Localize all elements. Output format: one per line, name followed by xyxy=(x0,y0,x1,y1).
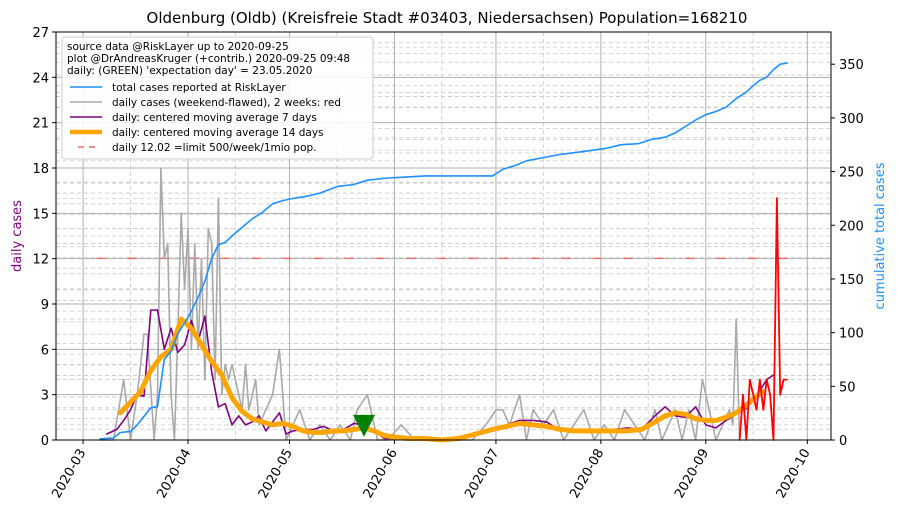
legend-label: daily: centered moving average 14 days xyxy=(112,127,324,139)
grid xyxy=(56,31,831,440)
x-tick-label: 2020-10 xyxy=(774,447,814,502)
plot-frame xyxy=(55,31,832,441)
y-axis-label-right: cumulative total cases xyxy=(873,162,888,309)
y-tick-label-right: 50 xyxy=(839,380,856,395)
legend-info-line: source data @RiskLayer up to 2020-09-25 xyxy=(67,41,289,53)
right-axis: 0 50 100 150 200 250 300 350 xyxy=(831,58,864,449)
y-tick-label-left: 24 xyxy=(32,71,49,86)
y-tick-label-left: 6 xyxy=(41,343,49,358)
y-tick-label-left: 21 xyxy=(32,117,49,132)
y-tick-label-right: 150 xyxy=(839,273,864,288)
series-line-0 xyxy=(99,62,788,440)
left-axis: 0 3 6 9 12 15 18 21 24 27 xyxy=(32,26,56,449)
x-axis: 2020-03 2020-04 2020-05 2020-06 2020-07 2020-… xyxy=(49,440,814,502)
series-line-4 xyxy=(738,197,788,441)
x-tick-label: 2020-07 xyxy=(462,446,502,501)
legend-label: daily 12.02 =limit 500/week/1mio pop. xyxy=(112,142,317,154)
y-tick-label-left: 9 xyxy=(41,298,49,313)
chart-title: Oldenburg (Oldb) (Kreisfreie Stadt #0340… xyxy=(147,9,748,27)
legend-info-line: plot @DrAndreasKruger (+contrib.) 2020-0… xyxy=(67,53,350,65)
expectation-day-marker xyxy=(352,414,375,437)
legend-info-line: daily: (GREEN) 'expectation day' = 23.05… xyxy=(67,65,312,77)
legend-label: daily: centered moving average 7 days xyxy=(112,112,317,124)
x-tick-label: 2020-09 xyxy=(672,447,712,502)
series-layer xyxy=(96,62,791,443)
y-tick-label-right: 250 xyxy=(839,166,864,181)
series-line-2 xyxy=(106,309,775,441)
x-tick-label: 2020-06 xyxy=(361,447,401,502)
x-tick-label: 2020-05 xyxy=(256,447,296,502)
y-tick-label-left: 18 xyxy=(32,162,49,177)
y-tick-label-right: 350 xyxy=(839,58,864,73)
series-line-3 xyxy=(117,316,766,443)
legend-label: total cases reported at RiskLayer xyxy=(112,82,286,94)
y-tick-label-left: 27 xyxy=(32,26,49,41)
legend-label: daily cases (weekend-flawed), 2 weeks: r… xyxy=(112,97,341,109)
y-tick-label-right: 100 xyxy=(839,327,864,342)
y-tick-label-left: 15 xyxy=(32,207,49,222)
y-axis-label-left: daily cases xyxy=(10,200,25,272)
y-tick-label-right: 300 xyxy=(839,112,864,127)
y-tick-label-right: 0 xyxy=(839,434,847,449)
x-tick-label: 2020-04 xyxy=(154,447,194,502)
x-tick-label: 2020-03 xyxy=(49,447,89,502)
y-tick-label-left: 0 xyxy=(41,434,49,449)
y-tick-label-left: 3 xyxy=(41,389,49,404)
x-tick-label: 2020-08 xyxy=(567,447,607,502)
y-tick-label-right: 200 xyxy=(839,219,864,234)
legend: source data @RiskLayer up to 2020-09-25p… xyxy=(61,36,374,160)
y-tick-label-left: 12 xyxy=(32,253,49,268)
legend-box xyxy=(61,36,374,160)
